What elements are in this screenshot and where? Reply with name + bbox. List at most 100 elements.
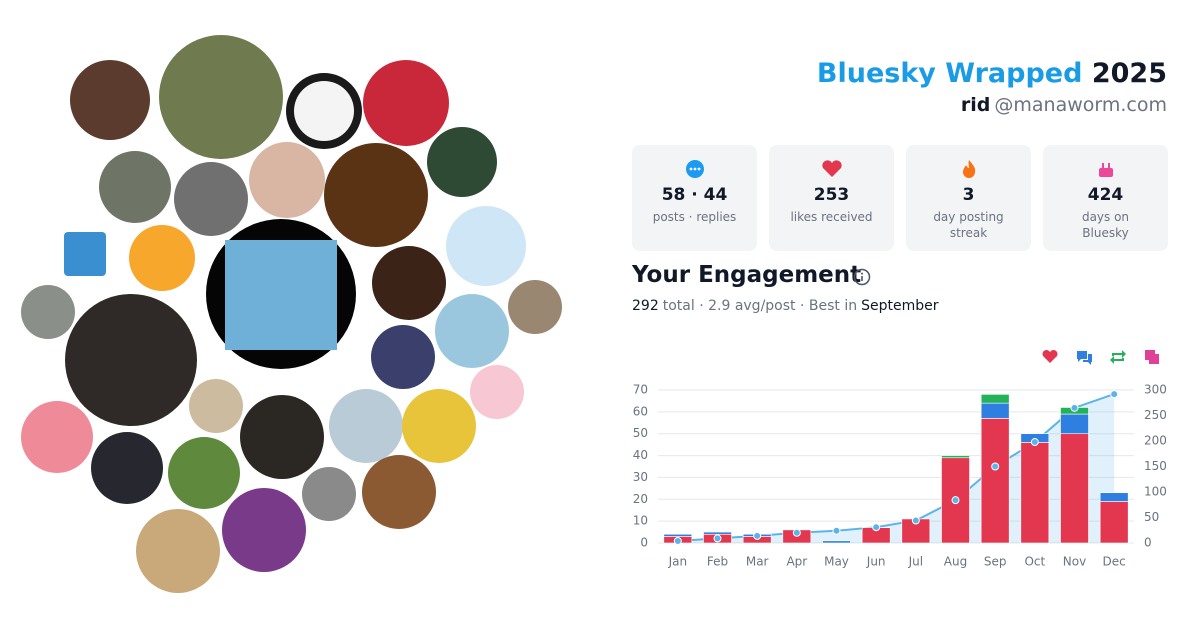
avatar — [446, 206, 526, 286]
line-point — [1030, 438, 1039, 447]
brand: Bluesky Wrapped — [816, 58, 1083, 89]
y2-tick-label: 50 — [1144, 510, 1159, 524]
y-tick-label: 20 — [633, 492, 648, 506]
legend-icon — [1042, 349, 1058, 363]
line-point — [673, 536, 682, 545]
avatar — [174, 162, 248, 236]
avatar — [363, 60, 449, 146]
bar-segment — [980, 394, 1010, 404]
y-tick-label: 0 — [640, 536, 648, 550]
x-tick-label: Jan — [668, 555, 688, 569]
y2-tick-label: 0 — [1144, 536, 1152, 550]
summary: 292 total · 2.9 avg/post · Best in Septemb… — [632, 298, 938, 314]
y-tick-label: 10 — [633, 514, 648, 528]
y-tick-label: 60 — [633, 404, 648, 418]
avatar — [508, 280, 562, 334]
avatar — [329, 389, 403, 463]
total: 292 — [632, 298, 659, 314]
x-tick-label: Oct — [1024, 555, 1045, 569]
line-point — [1110, 390, 1119, 399]
line-point — [753, 531, 762, 540]
y2-tick-label: 300 — [1144, 383, 1167, 397]
avatar — [371, 325, 435, 389]
avatar — [129, 225, 195, 291]
avatar — [427, 127, 497, 197]
stat-value: 424 — [1087, 185, 1124, 205]
y2-tick-label: 150 — [1144, 459, 1167, 473]
engagement-chart: 0 10 20 30 40 50 60 70 0 50 100 150 200 250 300 Jan Feb M… — [633, 349, 1167, 569]
y-tick-label: 70 — [633, 383, 648, 397]
line-point — [792, 528, 801, 537]
summary-text: total · 2.9 avg/post · Best in — [662, 298, 858, 314]
display-name: rid — [960, 94, 991, 116]
stat-label: day posting streak — [933, 210, 1004, 240]
legend-icon — [1145, 350, 1159, 364]
avatar — [136, 509, 220, 593]
avatar — [302, 467, 356, 521]
y-tick-label: 40 — [633, 448, 648, 462]
best-month: September — [861, 298, 939, 314]
stat-card: 58 · 44 posts · replies — [632, 145, 757, 251]
bar-segment — [1060, 433, 1089, 544]
avatar — [222, 488, 306, 572]
avatar-art — [225, 240, 337, 350]
x-tick-label: Sep — [984, 555, 1007, 569]
avatar — [21, 285, 75, 339]
icon — [1098, 163, 1113, 177]
avatar — [21, 401, 93, 473]
handle: @manaworm.com — [994, 94, 1167, 116]
stat-value: 58 · 44 — [661, 185, 728, 205]
y-tick-label: 30 — [633, 470, 648, 484]
avatar — [324, 143, 428, 247]
icon — [962, 160, 975, 178]
bar-segment — [822, 540, 851, 544]
legend-icon — [1110, 350, 1126, 364]
avatar — [372, 246, 446, 320]
avatar — [159, 35, 283, 159]
user: rid @manaworm.com — [961, 94, 1167, 116]
avatar — [294, 81, 354, 141]
line-point — [872, 523, 881, 532]
avatar — [402, 389, 476, 463]
stat-value: 3 — [962, 185, 975, 205]
line-point — [951, 496, 960, 505]
line-point — [911, 516, 920, 525]
x-tick-label: Apr — [786, 555, 807, 569]
x-tick-label: Aug — [944, 555, 967, 569]
y-tick-label: 50 — [633, 426, 648, 440]
avatar — [249, 142, 325, 218]
bar-segment — [941, 455, 970, 459]
legend-icon — [1077, 351, 1092, 365]
line-point — [713, 534, 722, 543]
avatar — [70, 60, 150, 140]
x-tick-label: Feb — [707, 555, 728, 569]
y2-tick-label: 250 — [1144, 408, 1167, 422]
year: 2025 — [1091, 58, 1167, 89]
y2-tick-label: 200 — [1144, 434, 1167, 448]
line-point — [832, 526, 841, 535]
bar-segment — [1099, 492, 1129, 502]
bar-segment — [980, 418, 1010, 544]
stat-label: posts · replies — [652, 210, 737, 224]
section-title: Your Engagement — [632, 262, 862, 288]
x-tick-label: Jul — [908, 555, 923, 569]
bar-segment — [703, 531, 732, 535]
avatar — [168, 437, 240, 509]
avatar — [189, 379, 243, 433]
x-tick-label: Dec — [1103, 555, 1126, 569]
wrapped-title: Bluesky Wrapped 2025 — [817, 58, 1167, 89]
avatar — [470, 365, 524, 419]
info-icon[interactable] — [853, 268, 871, 286]
stat-card: 3 day posting streak — [906, 145, 1031, 251]
stat-label: days on Bluesky — [1081, 210, 1130, 240]
line-point — [991, 462, 1000, 471]
bar-segment — [980, 402, 1010, 419]
stat-card: 424 days on Bluesky — [1043, 145, 1168, 251]
stat-card: 253 likes received — [769, 145, 894, 251]
bar-segment — [663, 533, 693, 537]
avatar — [362, 455, 436, 529]
avatar-logo — [64, 232, 106, 276]
icon — [685, 160, 704, 178]
